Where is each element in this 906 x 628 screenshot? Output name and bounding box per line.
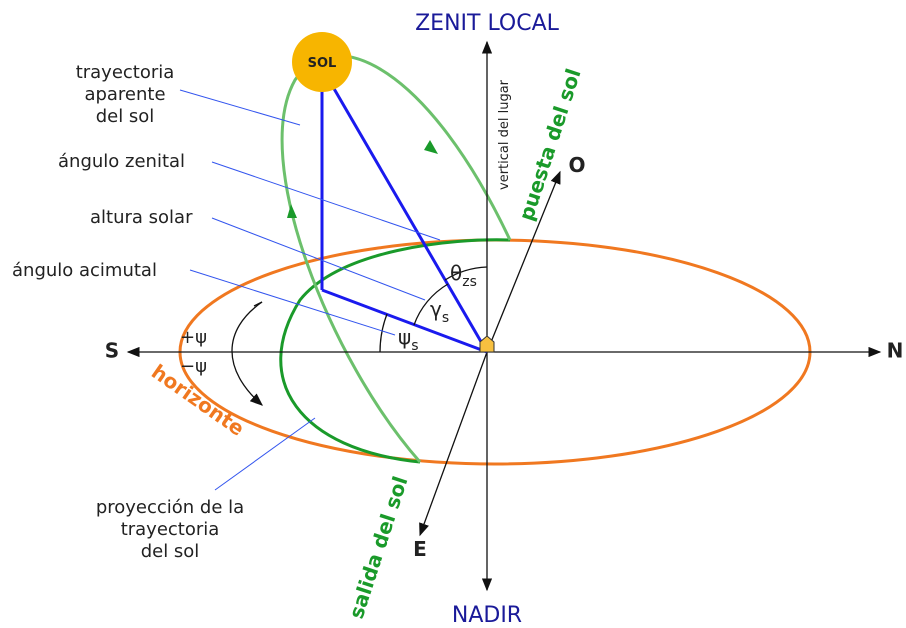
pointer-line bbox=[212, 162, 440, 240]
sunrise-label: salida del sol bbox=[344, 473, 413, 621]
diagram: ZENIT LOCAL NADIR S N O E vertical del l… bbox=[0, 0, 906, 628]
sun-label: SOL bbox=[308, 56, 337, 71]
plus-psi-label: +ψ bbox=[180, 327, 207, 348]
sun-ray bbox=[322, 68, 487, 352]
north-label: N bbox=[887, 339, 904, 363]
pointer-line bbox=[190, 270, 395, 335]
east-axis bbox=[420, 352, 487, 535]
east-label: E bbox=[413, 537, 427, 561]
psi-arc bbox=[380, 314, 387, 352]
azimuth-angle-label: ángulo acimutal bbox=[12, 260, 157, 281]
theta-label: θzs bbox=[450, 261, 477, 290]
minus-psi-label: −ψ bbox=[180, 356, 207, 377]
solar-altitude-label: altura solar bbox=[90, 207, 193, 228]
west-label: O bbox=[568, 153, 585, 177]
gamma-label: γs bbox=[430, 297, 449, 326]
pointer-line bbox=[212, 218, 425, 300]
psi-label: ψs bbox=[398, 325, 419, 354]
sunset-label: puesta del sol bbox=[514, 66, 586, 224]
nadir-label: NADIR bbox=[452, 603, 522, 628]
vertical-label: vertical del lugar bbox=[497, 79, 512, 190]
psi-direction-arc bbox=[232, 302, 262, 405]
trajectory-arrow bbox=[287, 204, 297, 218]
south-label: S bbox=[105, 339, 119, 363]
trajectory-arrow bbox=[424, 140, 438, 154]
pointer-line bbox=[180, 90, 300, 125]
zenith-label: ZENIT LOCAL bbox=[415, 11, 560, 36]
zenith-angle-label: ángulo zenital bbox=[58, 151, 185, 172]
